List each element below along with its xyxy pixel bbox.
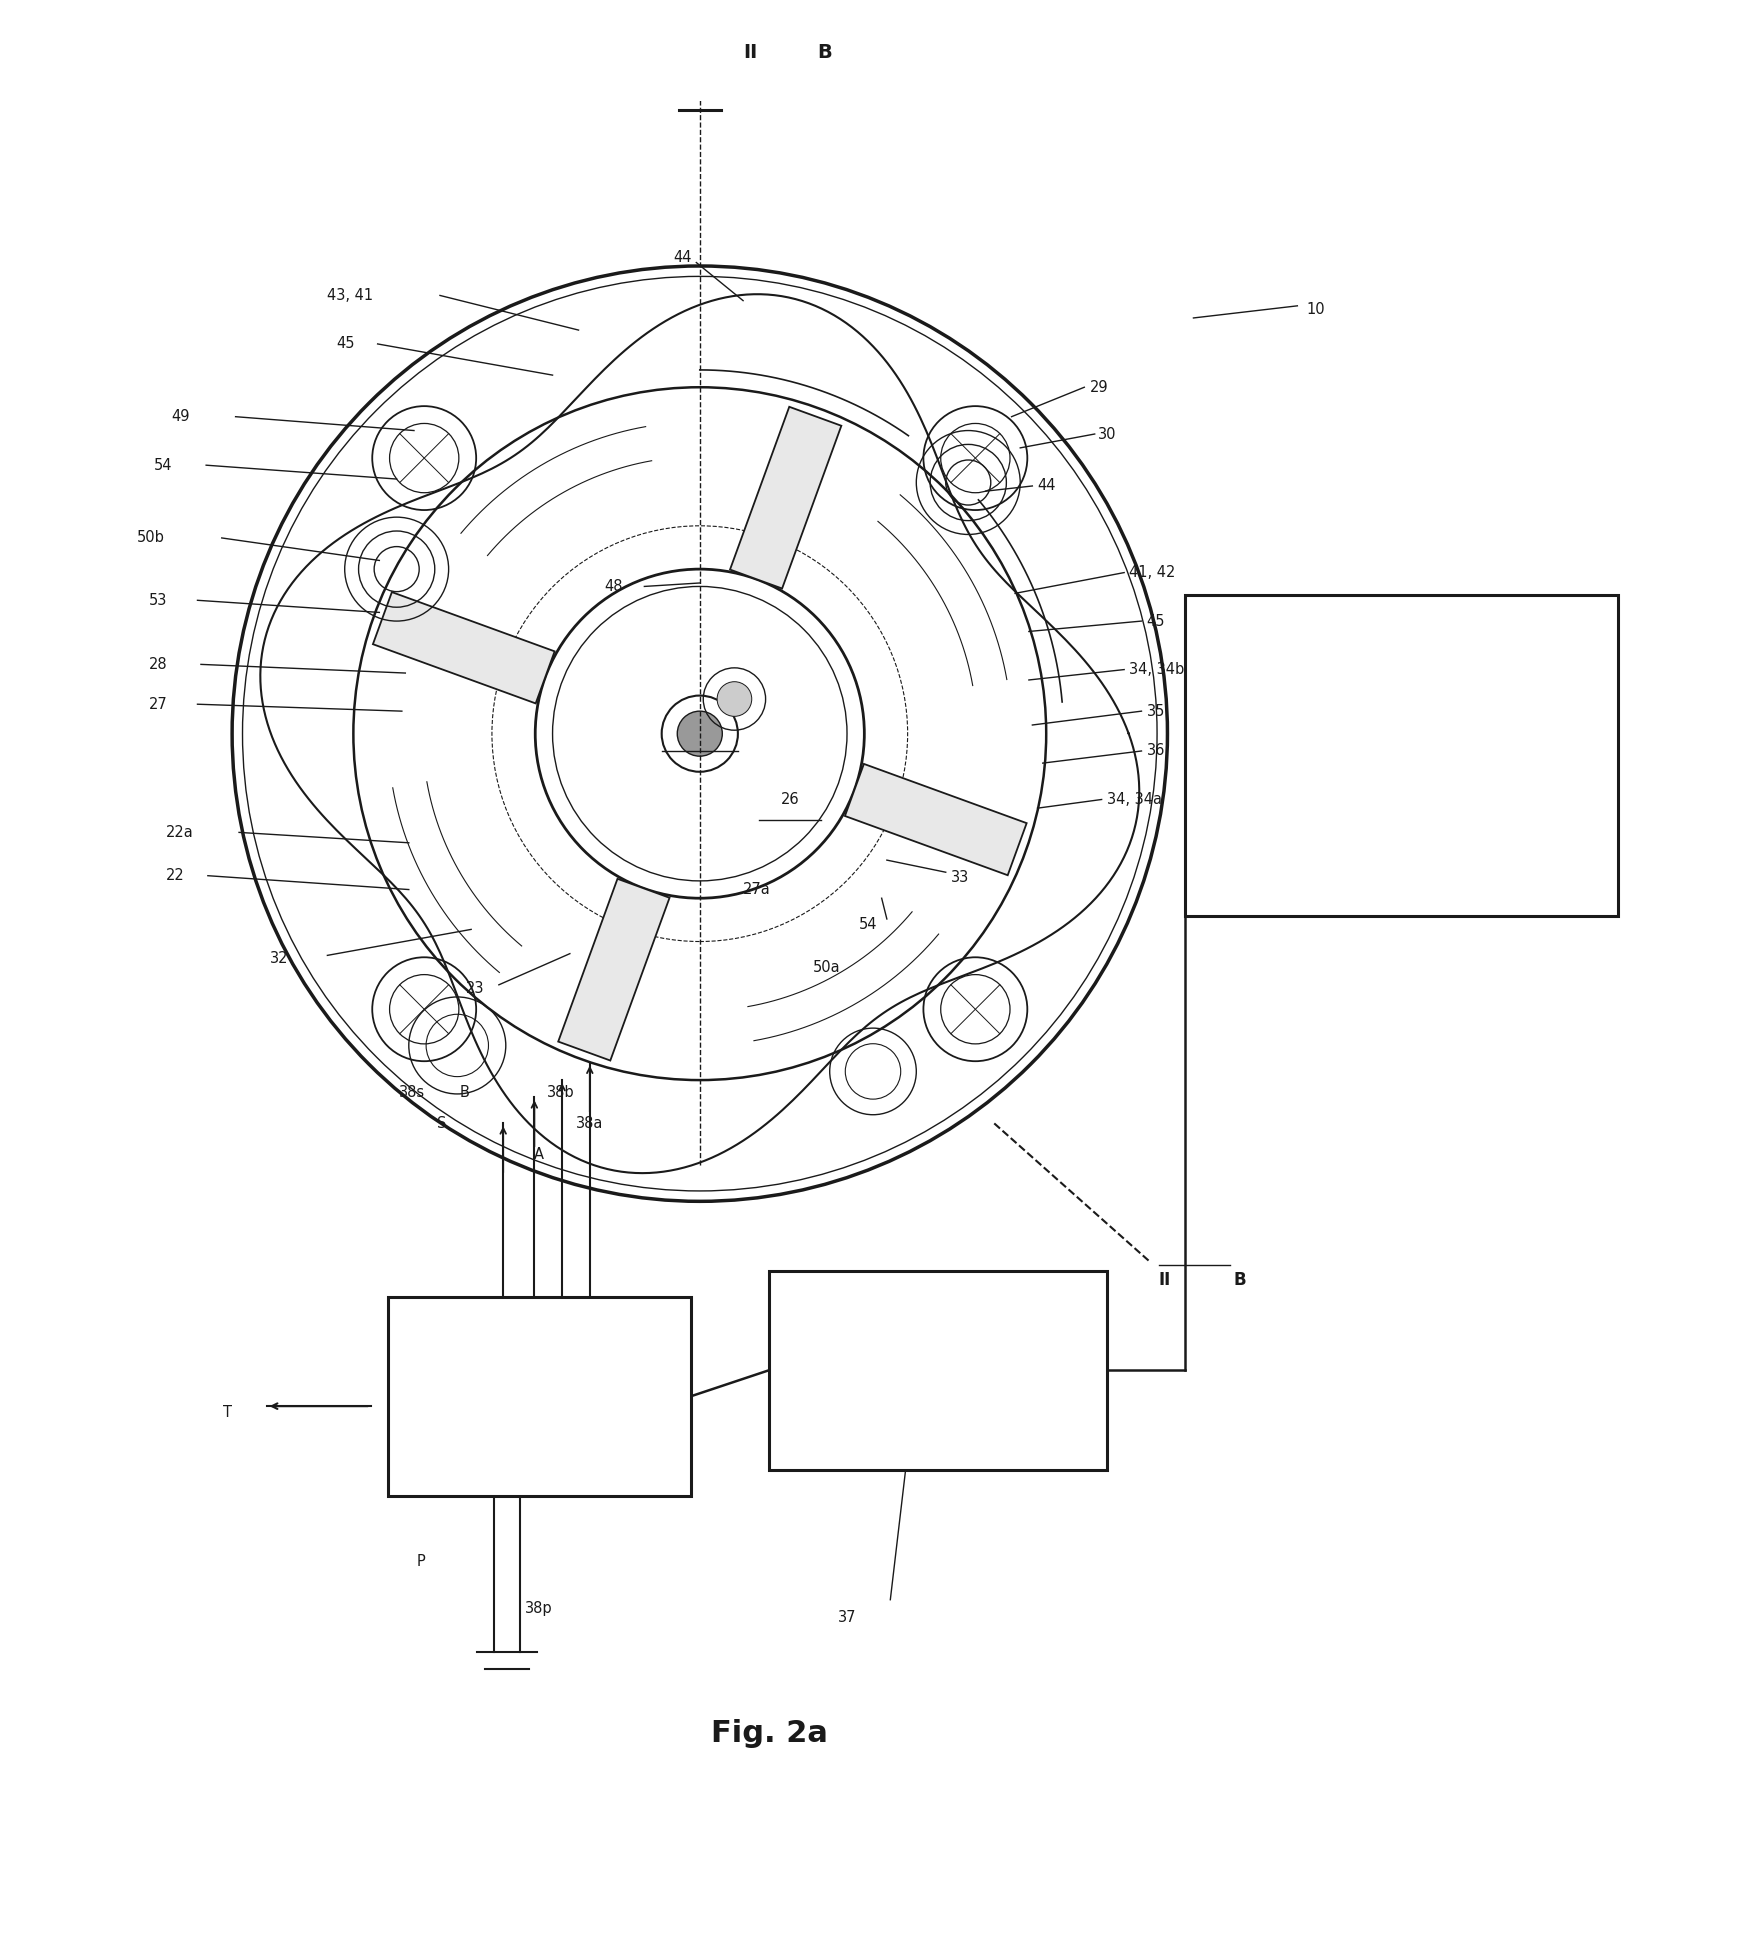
Text: 45: 45: [335, 337, 354, 352]
Polygon shape: [559, 878, 669, 1060]
Text: 36: 36: [1147, 743, 1165, 759]
Text: II: II: [744, 43, 758, 62]
Text: 44: 44: [1037, 478, 1056, 493]
Polygon shape: [374, 592, 555, 704]
Text: 48: 48: [604, 579, 623, 594]
Text: 31: 31: [690, 718, 711, 733]
Text: 38a: 38a: [576, 1116, 604, 1130]
Text: 38b: 38b: [546, 1086, 574, 1099]
Text: P: P: [416, 1554, 424, 1569]
Text: II: II: [1159, 1271, 1172, 1289]
Text: 54: 54: [859, 917, 878, 931]
Bar: [388, 1296, 691, 1496]
Text: 22a: 22a: [166, 824, 194, 840]
Text: 50a: 50a: [812, 960, 840, 975]
Text: 26: 26: [780, 791, 800, 807]
Text: 37: 37: [838, 1610, 857, 1625]
Text: 49: 49: [171, 408, 190, 424]
Text: B: B: [817, 43, 833, 62]
Text: 10: 10: [1306, 302, 1325, 317]
Text: B: B: [459, 1086, 470, 1099]
Text: Fig. 2a: Fig. 2a: [711, 1718, 828, 1747]
Bar: [768, 1271, 1107, 1471]
Text: B: B: [1233, 1271, 1247, 1289]
Circle shape: [677, 712, 723, 757]
Text: 45: 45: [1147, 613, 1165, 629]
Text: 41, 42: 41, 42: [1130, 565, 1175, 580]
Text: 28: 28: [148, 656, 168, 671]
Text: 23: 23: [466, 981, 484, 997]
Text: 34, 34a: 34, 34a: [1107, 791, 1161, 807]
Polygon shape: [845, 764, 1027, 875]
Text: 38p: 38p: [526, 1600, 553, 1616]
Text: 34, 34b: 34, 34b: [1130, 662, 1184, 677]
Circle shape: [718, 681, 753, 716]
Text: 30: 30: [1098, 426, 1117, 441]
Text: 43, 41: 43, 41: [328, 288, 374, 304]
Text: 44: 44: [674, 250, 693, 265]
Text: 50b: 50b: [136, 530, 164, 546]
Text: A: A: [534, 1147, 545, 1163]
Text: 22: 22: [166, 869, 185, 882]
Text: 27a: 27a: [744, 882, 770, 898]
Text: 35: 35: [1147, 704, 1165, 718]
Text: T: T: [223, 1405, 232, 1420]
Text: 29: 29: [1090, 379, 1109, 395]
Bar: [1186, 596, 1619, 915]
Polygon shape: [730, 406, 842, 588]
Text: 33: 33: [952, 871, 969, 884]
Text: 27: 27: [148, 697, 168, 712]
Text: 53: 53: [148, 592, 168, 608]
Text: S: S: [438, 1116, 447, 1130]
Text: 32: 32: [271, 952, 288, 966]
Text: 54: 54: [154, 459, 173, 472]
Text: 38s: 38s: [400, 1086, 426, 1099]
